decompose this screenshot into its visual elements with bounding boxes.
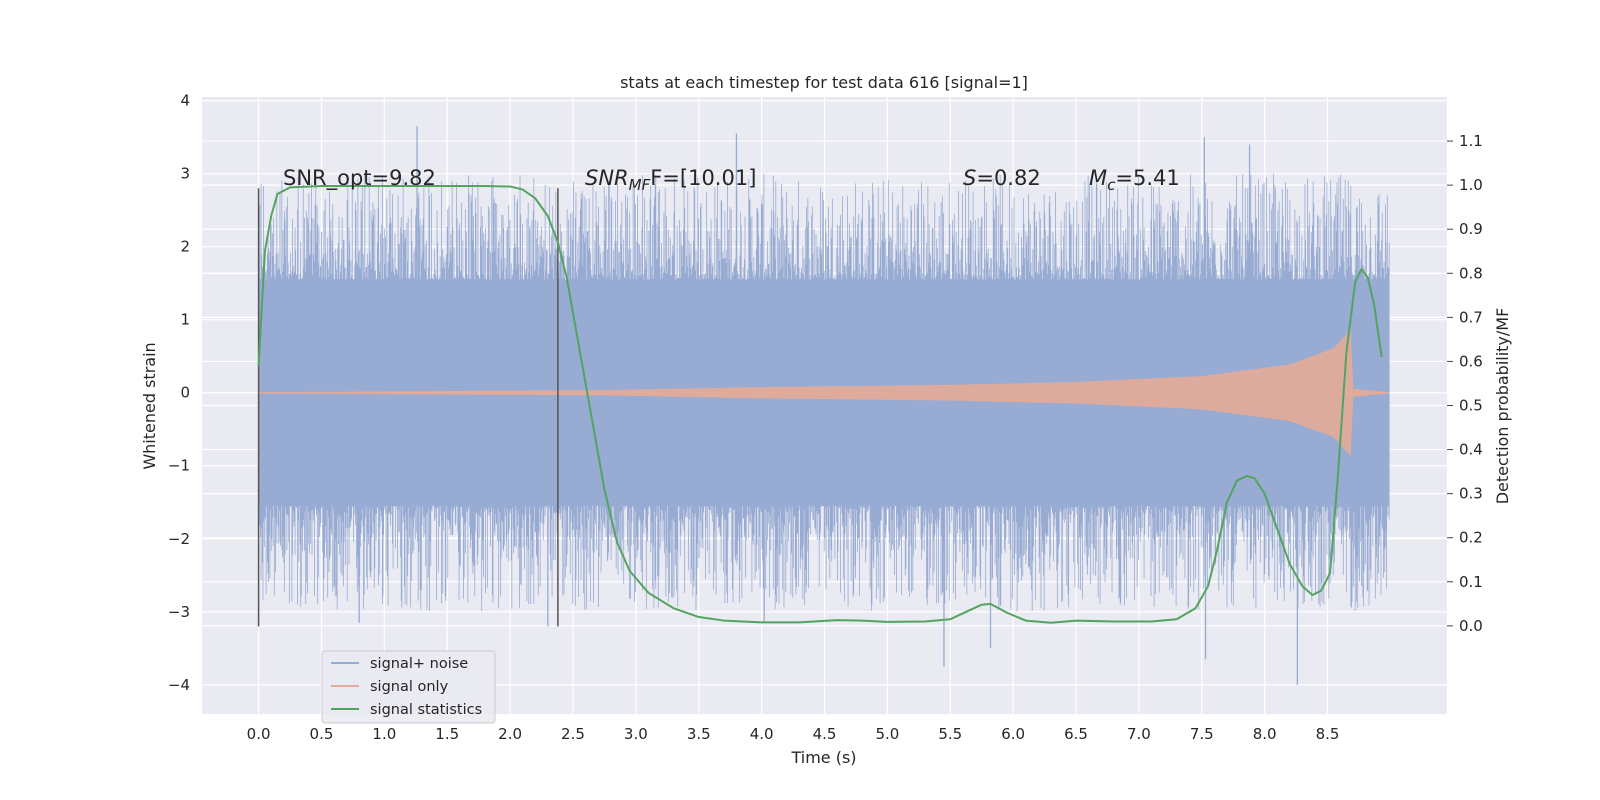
legend-label-signal-statistics: signal statistics	[370, 702, 482, 718]
x-tick-label: 3.5	[687, 725, 711, 743]
x-tick-label: 1.5	[435, 725, 459, 743]
left-y-tick-label: −1	[168, 457, 190, 475]
annotation-mc-value: =5.41	[1115, 166, 1179, 190]
right-y-tick-label: 0.9	[1459, 220, 1483, 238]
annotation-mc: Mc=5.41	[1089, 166, 1180, 194]
right-y-tick-label: 1.1	[1459, 132, 1483, 150]
x-tick-label: 6.0	[1001, 725, 1025, 743]
left-y-tick-label: 2	[180, 238, 190, 256]
x-tick-label: 0.5	[310, 725, 334, 743]
annotation-s-value: =0.82	[976, 166, 1040, 190]
legend-box	[321, 650, 496, 724]
left-y-tick-label: 3	[180, 165, 190, 183]
x-tick-label: 5.0	[875, 725, 899, 743]
right-y-axis-title: Detection probability/MF	[1493, 308, 1512, 505]
annotation-mc-subscript: c	[1107, 176, 1116, 194]
right-y-tick-labels: 0.0 0.1 0.2 0.3 0.4 0.5 0.6 0.7 0.8 0.9 1.0 1.1	[1447, 132, 1483, 635]
left-y-tick-labels: −4 −3 −2 −1 0 1 2 3 4	[168, 92, 190, 694]
annotation-snr-mf: SNRMFF=[10.01]	[585, 166, 756, 194]
annotation-snr-mf-main: SNR	[585, 166, 629, 190]
left-y-tick-label: −2	[168, 530, 190, 548]
x-axis-title: Time (s)	[790, 748, 856, 767]
annotation-snr-mf-value: F=[10.01]	[650, 166, 756, 190]
x-tick-label: 6.5	[1064, 725, 1088, 743]
left-y-tick-label: −3	[168, 603, 190, 621]
x-tick-label: 1.0	[372, 725, 396, 743]
series-signal-statistics	[257, 185, 1383, 624]
right-y-tick-label: 0.7	[1459, 308, 1483, 326]
annotation-mc-main: M	[1089, 166, 1107, 190]
annotation-s: S=0.82	[963, 166, 1041, 190]
left-y-tick-label: 1	[180, 311, 190, 329]
x-tick-label: 8.0	[1253, 725, 1277, 743]
chart-title: stats at each timestep for test data 616…	[620, 73, 1028, 92]
right-y-tick-label: 0.3	[1459, 485, 1483, 503]
series-signal-only	[258, 329, 1390, 457]
right-y-tick-label: 1.0	[1459, 176, 1483, 194]
x-tick-label: 8.5	[1316, 725, 1340, 743]
x-tick-label: 5.5	[938, 725, 962, 743]
x-tick-label: 4.0	[750, 725, 774, 743]
annotation-snr-opt: SNR_opt=9.82	[283, 166, 436, 191]
noise-peak-spikes	[358, 126, 1298, 685]
right-y-tick-label: 0.5	[1459, 397, 1483, 415]
x-tick-labels: 0.0 0.5 1.0 1.5 2.0 2.5 3.0 3.5 4.0 4.5 5.0 5.5 6.0 6…	[247, 725, 1340, 743]
window-markers	[257, 188, 559, 627]
right-y-tick-label: 0.6	[1459, 352, 1483, 370]
legend-label-signal-plus-noise: signal+ noise	[370, 656, 468, 672]
legend: signal+ noise signal only signal statist…	[321, 650, 496, 724]
right-y-tick-label: 0.1	[1459, 573, 1483, 591]
left-y-tick-label: 0	[180, 384, 190, 402]
x-tick-label: 0.0	[247, 725, 271, 743]
left-y-tick-label: 4	[180, 92, 190, 110]
x-tick-label: 3.0	[624, 725, 648, 743]
left-y-tick-label: −4	[168, 676, 190, 694]
x-tick-label: 4.5	[813, 725, 837, 743]
annotation-s-main: S	[963, 166, 976, 190]
annotation-snr-mf-subscript: MF	[629, 176, 651, 194]
legend-label-signal-only: signal only	[370, 679, 449, 695]
x-tick-label: 2.5	[561, 725, 585, 743]
statistics-line	[257, 185, 1383, 624]
right-y-tick-label: 0.0	[1459, 617, 1483, 635]
right-y-tick-label: 0.8	[1459, 264, 1483, 282]
x-tick-label: 7.0	[1127, 725, 1151, 743]
right-y-tick-label: 0.4	[1459, 441, 1483, 459]
x-tick-label: 2.0	[498, 725, 522, 743]
left-y-axis-title: Whitened strain	[140, 342, 159, 469]
x-tick-label: 7.5	[1190, 725, 1214, 743]
right-y-tick-label: 0.2	[1459, 529, 1483, 547]
